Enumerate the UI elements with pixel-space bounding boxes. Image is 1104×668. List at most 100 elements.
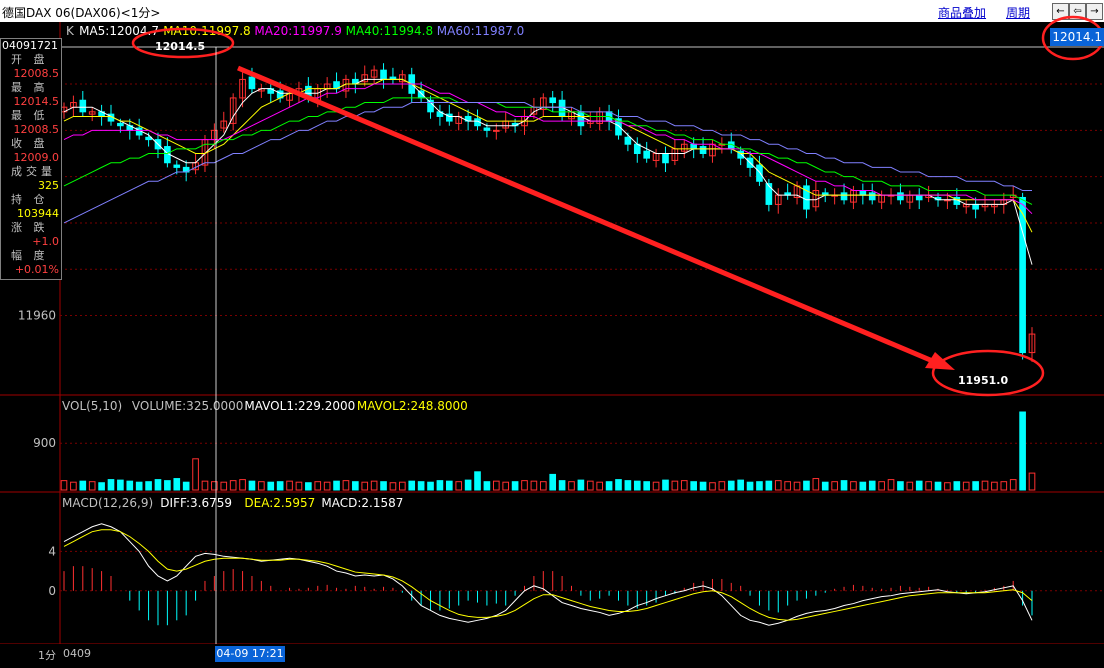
volume-bar: [380, 481, 387, 491]
ma-line-ma20: [63, 83, 1033, 215]
volume-bar: [314, 481, 322, 491]
volume-bar: [98, 482, 105, 491]
candle-body: [79, 99, 87, 113]
volume-bar: [446, 480, 453, 491]
volume-bar: [558, 480, 566, 491]
info-label: 成交量: [11, 165, 56, 178]
volume-bar: [1028, 472, 1036, 491]
volume-bar: [756, 481, 763, 491]
volume-bar: [633, 480, 641, 491]
volume-bar: [831, 481, 838, 491]
left-arrow-icon[interactable]: ⇦: [1069, 3, 1086, 20]
ma-line-ma10: [63, 78, 1033, 233]
candle-body: [446, 113, 453, 122]
volume-bar: [765, 480, 773, 491]
info-label: 幅 度: [11, 249, 49, 262]
volume-bar: [897, 481, 904, 491]
volume-bar: [79, 480, 87, 491]
volume-legend-item: VOLUME:325.0000: [132, 399, 244, 413]
volume-bar: [944, 482, 951, 491]
volume-bar: [746, 481, 754, 491]
volume-tick-label: 900: [33, 436, 56, 450]
volume-bar: [248, 480, 256, 491]
price-legend-item: K: [66, 24, 75, 38]
info-label: 最 高: [11, 81, 49, 94]
candle-body: [615, 118, 622, 136]
info-label: 持 仓: [11, 193, 49, 206]
volume-bar: [126, 480, 134, 491]
volume-bar: [286, 480, 293, 491]
period-menu-link[interactable]: 周期: [1006, 6, 1031, 20]
volume-bar: [859, 481, 867, 491]
candle-body: [765, 183, 773, 205]
volume-bar: [1000, 481, 1008, 491]
volume-bar: [145, 481, 152, 491]
volume-bar: [953, 481, 961, 491]
volume-bar: [305, 482, 312, 491]
volume-bar: [267, 481, 275, 491]
volume-bar: [276, 481, 284, 491]
candle-body: [361, 74, 369, 83]
current-price-box: 12014.1: [1050, 28, 1104, 46]
volume-bar: [220, 481, 228, 491]
price-tick-label: 11960: [18, 309, 56, 323]
macd-tick-label: 0: [48, 584, 56, 598]
candle-body: [972, 203, 979, 210]
info-value: 12008.5: [13, 123, 60, 136]
right-arrow-icon[interactable]: →: [1086, 3, 1103, 20]
candle-body: [380, 69, 387, 80]
candle-body: [840, 192, 848, 201]
volume-bar: [680, 480, 688, 491]
volume-bar: [1019, 411, 1026, 491]
volume-bar: [962, 481, 970, 491]
candle-body: [1019, 196, 1026, 354]
volume-bar: [399, 481, 406, 491]
candle-body: [248, 76, 256, 90]
macd-line-diff: [63, 523, 1033, 626]
info-value: 12008.5: [13, 67, 60, 80]
price-legend-item: MA5:12004.7: [79, 24, 159, 38]
volume-bar: [539, 481, 547, 491]
volume-bar: [154, 479, 162, 491]
volume-bar: [991, 481, 998, 491]
volume-bar: [201, 480, 209, 491]
volume-bar: [690, 481, 697, 491]
volume-bar: [709, 482, 716, 491]
candle-body: [399, 74, 406, 83]
candle-body: [1028, 333, 1036, 354]
candle-body: [690, 143, 697, 150]
candle-body: [229, 97, 237, 124]
overlay-menu-link[interactable]: 商品叠加: [938, 6, 987, 20]
low-price-annotation: 11951.0: [958, 374, 1008, 387]
volume-bar: [1009, 479, 1017, 491]
candle-body: [699, 146, 707, 154]
price-legend-item: MA40:11994.8: [346, 24, 434, 38]
volume-bar: [793, 481, 801, 491]
macd-tick-label: 4: [48, 544, 56, 558]
volume-bar: [887, 479, 895, 491]
macd-legend-item: DIFF:3.6759: [160, 496, 232, 510]
volume-bar: [605, 481, 613, 491]
volume-bar: [464, 479, 472, 491]
volume-bar: [455, 481, 463, 491]
bar-timestamp-code: 04091721: [2, 39, 58, 52]
low-circle: [931, 349, 1045, 397]
candle-body: [803, 185, 810, 210]
volume-bar: [173, 478, 181, 491]
volume-bar: [652, 481, 660, 491]
volume-bar: [352, 481, 359, 491]
candle-body: [662, 152, 669, 164]
volume-bar: [436, 480, 444, 491]
volume-bar: [596, 481, 604, 491]
period-label: 1分: [38, 649, 56, 662]
title-bar: 德国DAX 06(DAX06)<1分> 商品叠加 周期 ← ⇦ →: [0, 0, 1104, 22]
candle-body: [624, 136, 632, 145]
volume-bar: [182, 481, 190, 491]
candle-body: [145, 136, 152, 141]
volume-bar: [511, 481, 519, 491]
volume-bar: [906, 481, 914, 491]
candle-body: [88, 111, 96, 115]
volume-bar: [915, 480, 923, 491]
info-value: 12009.0: [13, 151, 60, 164]
